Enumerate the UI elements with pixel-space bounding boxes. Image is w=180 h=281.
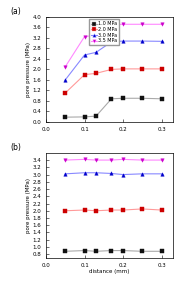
Text: (b): (b) xyxy=(10,143,21,152)
Y-axis label: pore pressure (MPa): pore pressure (MPa) xyxy=(26,42,31,97)
Text: (a): (a) xyxy=(10,7,21,16)
X-axis label: distance (mm): distance (mm) xyxy=(89,269,130,274)
Y-axis label: pore pressure (MPa): pore pressure (MPa) xyxy=(26,178,31,233)
Legend: 1.0 MPa, 2.0 MPa, 3.0 MPa, 3.5 MPa: 1.0 MPa, 2.0 MPa, 3.0 MPa, 3.5 MPa xyxy=(89,19,119,46)
